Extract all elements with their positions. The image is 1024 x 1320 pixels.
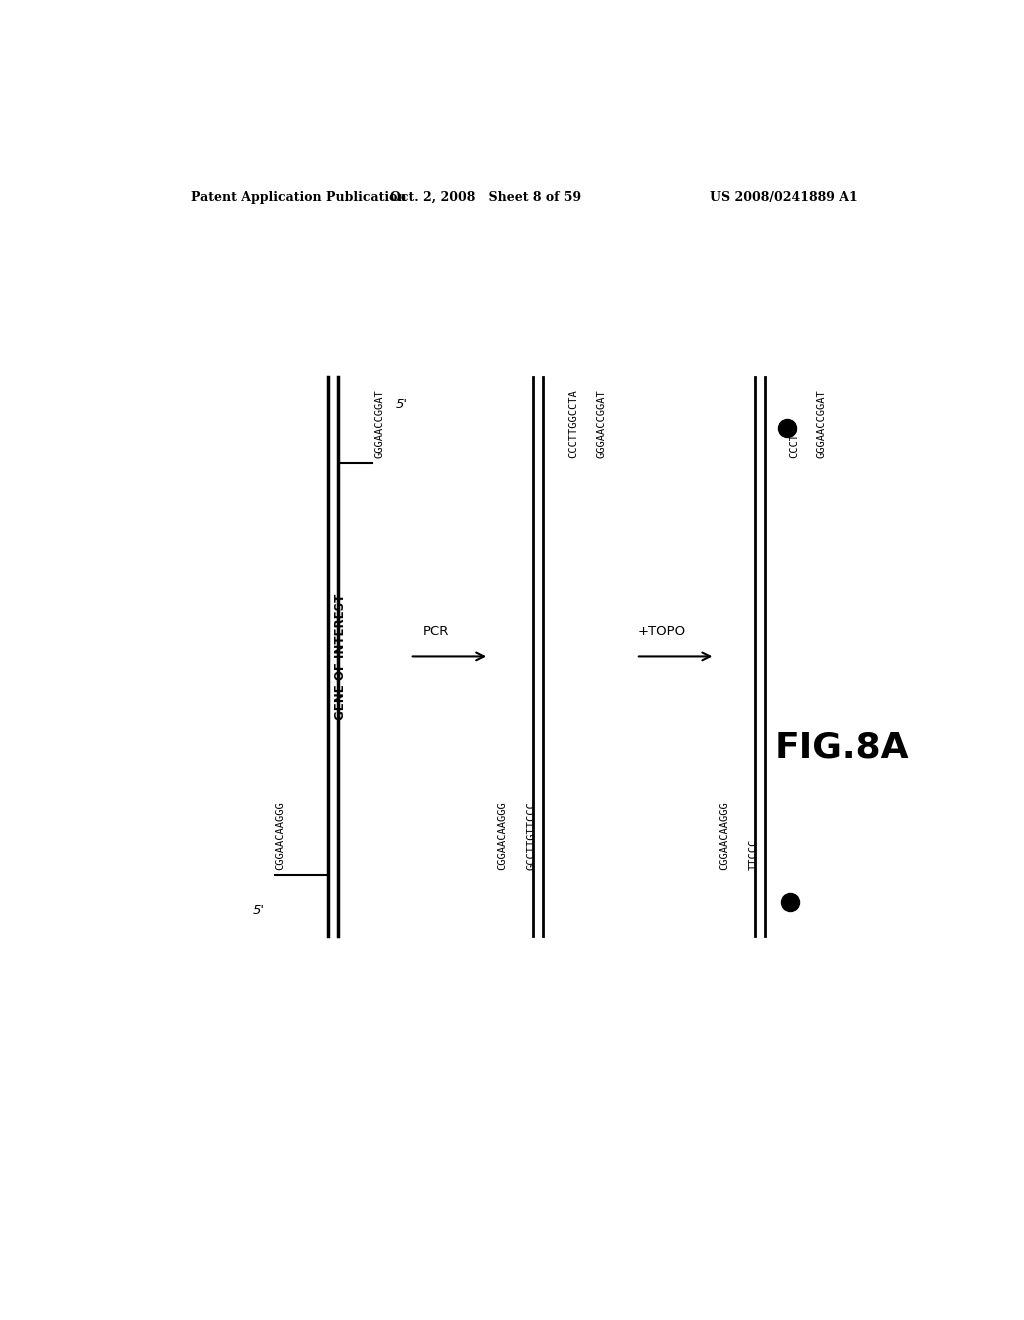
Text: US 2008/0241889 A1: US 2008/0241889 A1 bbox=[711, 190, 858, 203]
Text: 5': 5' bbox=[253, 904, 265, 917]
Text: CGGAACAAGGG: CGGAACAAGGG bbox=[274, 801, 285, 870]
Text: +TOPO: +TOPO bbox=[637, 624, 685, 638]
Text: CCCTTGGCCTA: CCCTTGGCCTA bbox=[568, 389, 579, 458]
Text: CGGAACAAGGG: CGGAACAAGGG bbox=[497, 801, 507, 870]
Text: GGGAACCGGAT: GGGAACCGGAT bbox=[596, 389, 606, 458]
Text: GCCTTGTTCCC: GCCTTGTTCCC bbox=[526, 801, 537, 870]
Text: PCR: PCR bbox=[423, 624, 450, 638]
Text: CGGAACAAGGG: CGGAACAAGGG bbox=[719, 801, 729, 870]
Text: FIG.8A: FIG.8A bbox=[775, 731, 909, 764]
Text: TTCCC: TTCCC bbox=[749, 838, 759, 870]
Text: GENE OF INTEREST: GENE OF INTEREST bbox=[334, 593, 346, 719]
Text: 5': 5' bbox=[396, 397, 408, 411]
Text: Oct. 2, 2008   Sheet 8 of 59: Oct. 2, 2008 Sheet 8 of 59 bbox=[389, 190, 581, 203]
Text: GGGAACCGGAT: GGGAACCGGAT bbox=[374, 389, 384, 458]
Text: Patent Application Publication: Patent Application Publication bbox=[191, 190, 407, 203]
Text: CCCTT: CCCTT bbox=[790, 426, 799, 458]
Text: GGGAACCGGAT: GGGAACCGGAT bbox=[817, 389, 826, 458]
